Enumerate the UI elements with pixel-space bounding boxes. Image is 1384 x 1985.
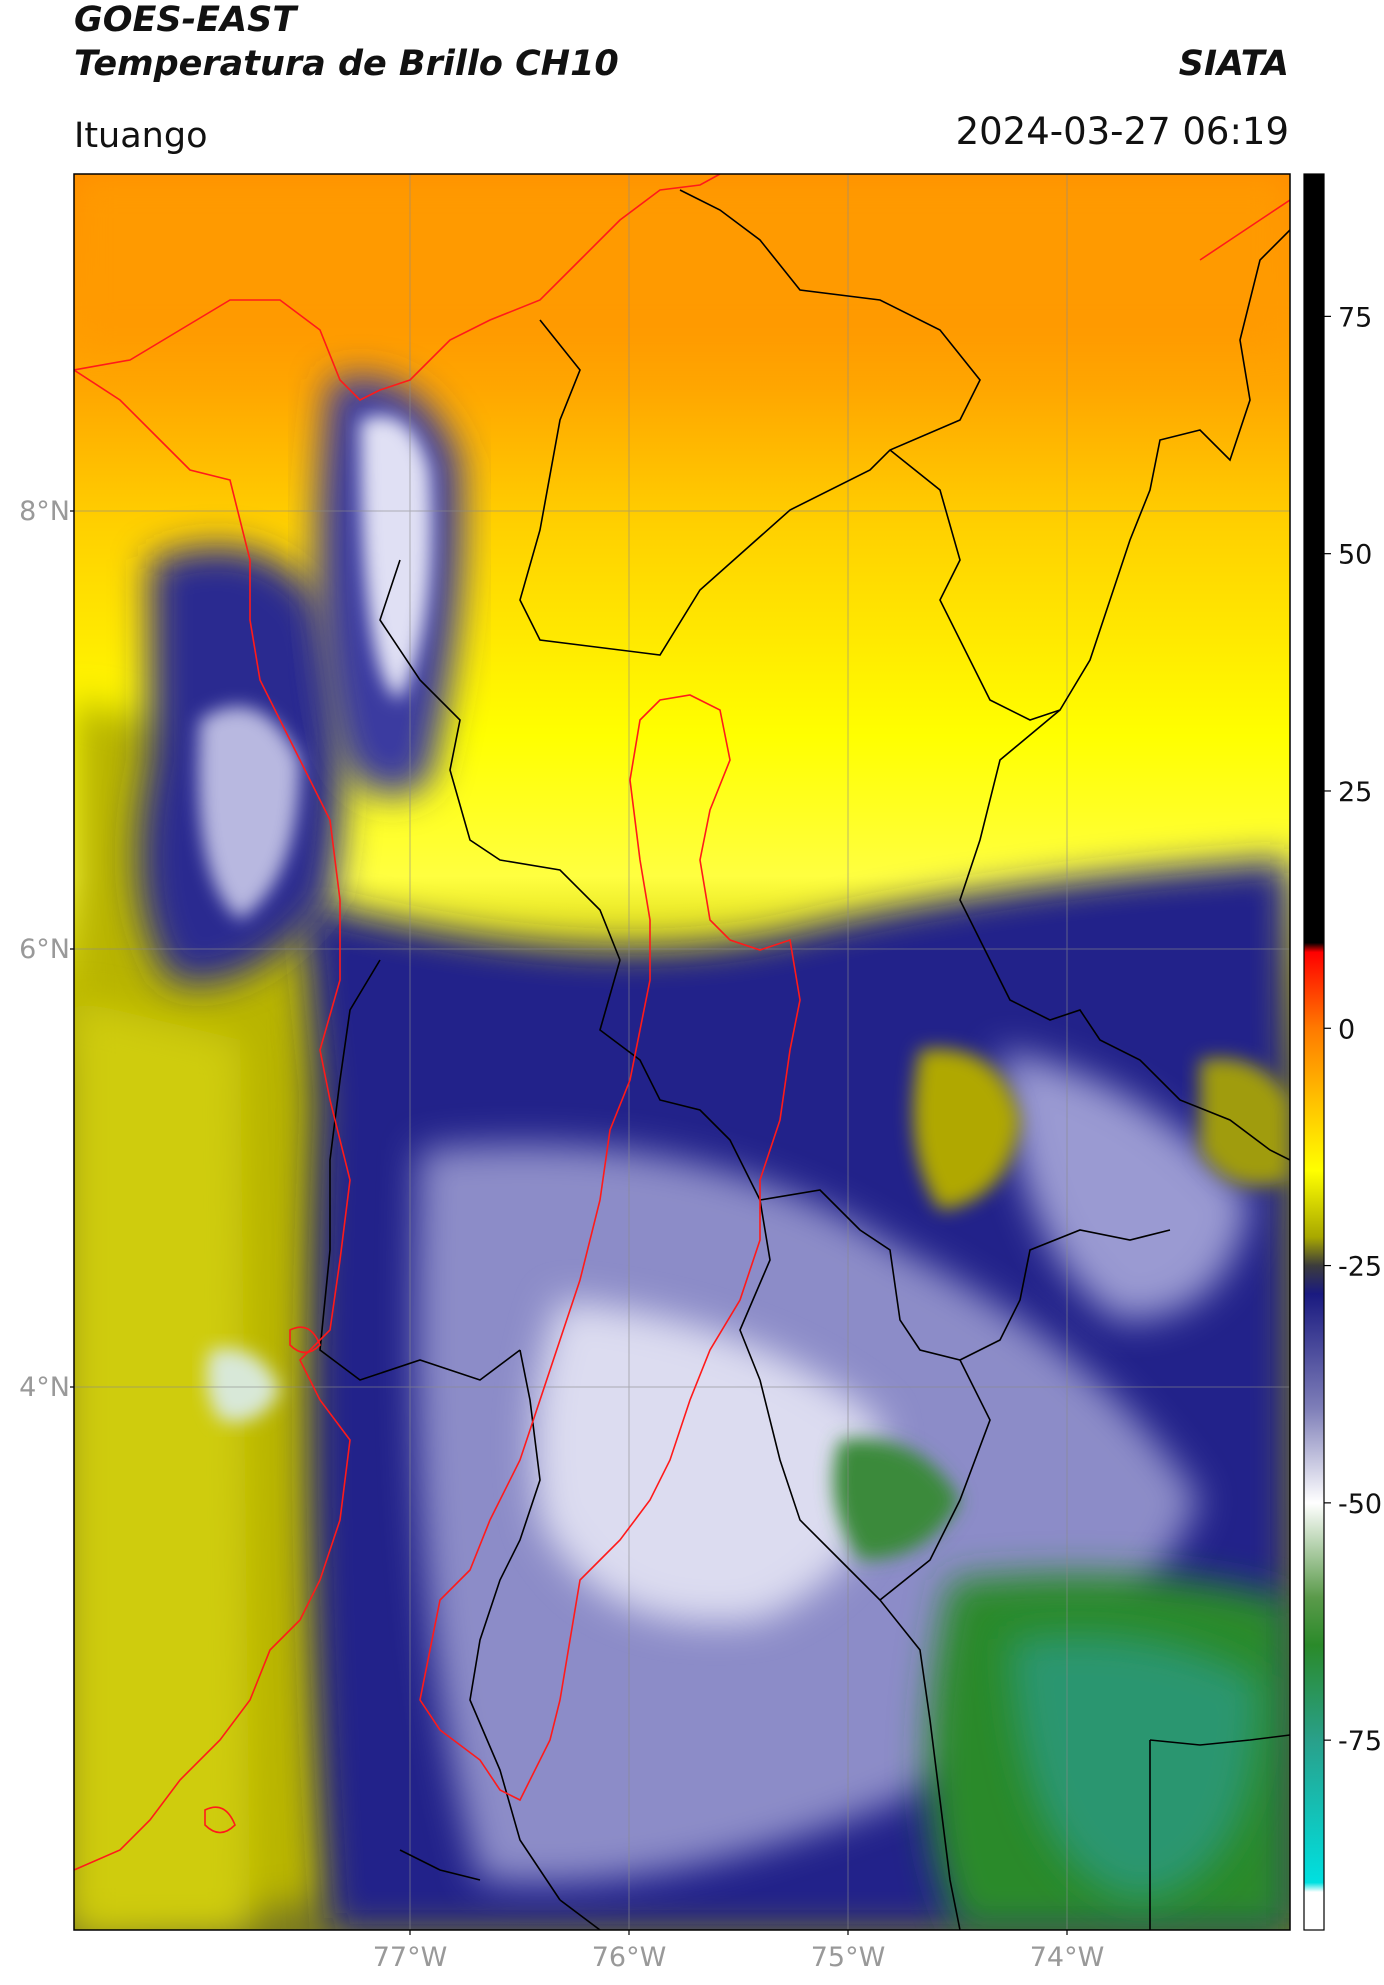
map-frame [73, 173, 1291, 1931]
latitude-labels: 8°N 6°N 4°N [19, 496, 70, 1403]
lon-label: 76°W [592, 1942, 667, 1973]
lat-ticks [70, 510, 74, 1388]
product-title: Temperatura de Brillo CH10 [74, 44, 619, 84]
colorbar: 75 50 25 0 -25 -50 -75 [1303, 173, 1382, 1931]
colorbar-tick-label: -50 [1338, 1489, 1382, 1520]
longitude-labels: 77°W 76°W 75°W 74°W [373, 1942, 1105, 1973]
brightness-temperature-map [74, 174, 1290, 1930]
colorbar-tick-label: -25 [1338, 1252, 1382, 1283]
colorbar-ticks: 75 50 25 0 -25 -50 -75 [1324, 302, 1382, 1757]
lat-label: 8°N [19, 496, 70, 527]
brand-label: SIATA [1178, 44, 1289, 84]
lat-label: 4°N [19, 1372, 70, 1403]
lon-label: 74°W [1030, 1942, 1105, 1973]
department-boundaries [319, 189, 1290, 1930]
lat-label: 6°N [19, 934, 70, 965]
region-label: Ituango [74, 116, 208, 156]
colorbar-tick-label: 0 [1338, 1014, 1355, 1045]
coastline-and-basin [74, 174, 1290, 1871]
lon-label: 77°W [373, 1942, 448, 1973]
gridlines [74, 174, 1290, 1930]
colorbar-tick-label: 75 [1338, 302, 1372, 333]
colorbar-tick-label: 50 [1338, 540, 1372, 571]
lon-label: 75°W [811, 1942, 886, 1973]
colorbar-tick-label: 25 [1338, 777, 1372, 808]
colorbar-tick-label: -75 [1338, 1726, 1382, 1757]
satellite-title: GOES-EAST [74, 0, 297, 40]
colorbar-gradient [1304, 174, 1324, 1930]
lon-ticks [409, 1930, 1068, 1935]
colorbar-frame [1303, 173, 1325, 1931]
timestamp-label: 2024-03-27 06:19 [955, 110, 1289, 153]
